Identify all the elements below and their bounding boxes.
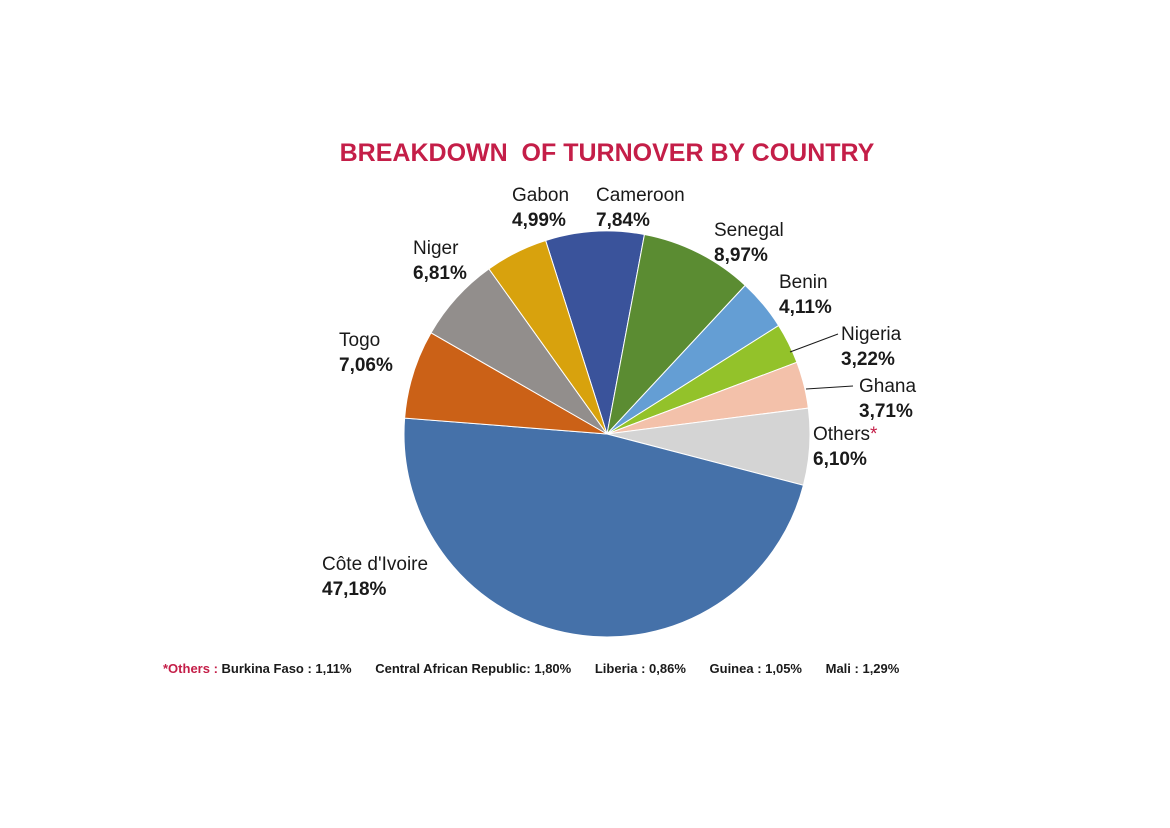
slice-value-label: 7,06% [339, 355, 393, 376]
leader-line [789, 333, 839, 353]
pie-slice-c-te-d-ivoire [403, 417, 805, 638]
footnote-item: Central African Republic: 1,80% [375, 661, 572, 676]
slice-label: Togo [339, 330, 380, 351]
leader-line [805, 385, 854, 390]
slice-value-label: 3,22% [841, 349, 895, 370]
leader-lines [789, 333, 854, 390]
slice-value-label: 3,71% [859, 401, 913, 422]
slice-value-label: 7,84% [596, 210, 650, 231]
pie-slice-senegal [606, 233, 746, 436]
slice-label: Benin [779, 272, 828, 293]
slice-label: Ghana [859, 376, 916, 397]
pie-slices [403, 230, 811, 638]
footnote-item: Guinea : 1,05% [709, 661, 802, 676]
slice-label: Niger [413, 238, 459, 259]
pie-slice-cameroon [544, 230, 646, 435]
slice-value-label: 8,97% [714, 245, 768, 266]
slice-value-label: 6,10% [813, 449, 867, 470]
slice-labels: Cameroon 7,84% Senegal 8,97% Benin 4,11% Niger… [322, 185, 916, 600]
footnote-prefix: *Others : [163, 661, 222, 676]
slice-value-label: 4,99% [512, 210, 566, 231]
footnote-item: Liberia : 0,86% [594, 661, 686, 676]
footnote-item: Mali : 1,29% [825, 661, 900, 676]
slice-value-label: 6,81% [413, 263, 467, 284]
chart-title: BREAKDOWN OF TURNOVER BY COUNTRY [339, 139, 875, 167]
slice-value-label: 47,18% [322, 579, 387, 600]
slice-label: Gabon [512, 185, 569, 206]
footnote: *Others : Burkina Faso : 1,11% Central A… [163, 661, 919, 676]
slice-label: Côte d'Ivoire [322, 554, 428, 575]
slice-label: Nigeria [841, 324, 902, 345]
slice-label: Cameroon [596, 185, 685, 206]
slice-label: Senegal [714, 220, 784, 241]
footnote-item: Burkina Faso : 1,11% [221, 661, 352, 676]
slice-label: Others* [813, 424, 878, 445]
slice-label-mark: * [870, 424, 878, 445]
pie-slice-gabon [488, 239, 608, 435]
slice-value-label: 4,11% [779, 297, 832, 318]
